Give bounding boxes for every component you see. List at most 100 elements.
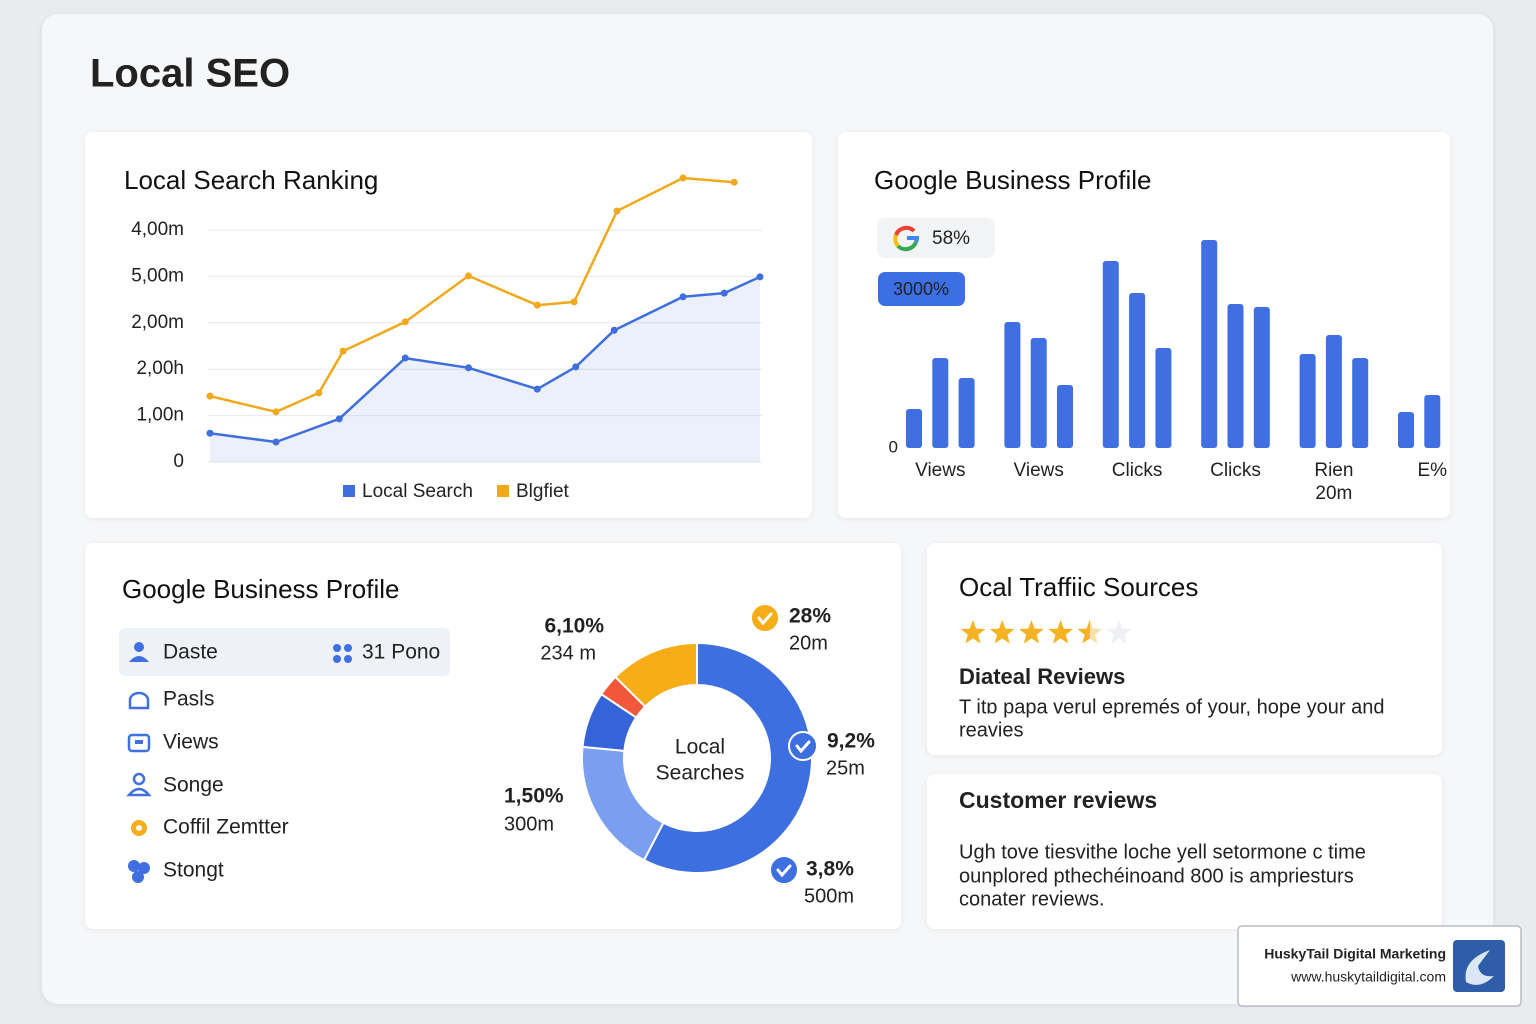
brand-url: www.huskytaildigital.com (1290, 969, 1446, 985)
check-mark (776, 864, 792, 878)
center-label: Searches (656, 762, 745, 785)
list-item: Views (163, 731, 219, 754)
list-item: Coffil Zemtter (163, 816, 289, 839)
selected-row (119, 628, 450, 676)
paragraph-line: Ugh tove tiesvithe loche yell setormone … (959, 841, 1366, 863)
rating-star (1019, 620, 1044, 644)
list-item: Stongt (163, 859, 224, 882)
bar (1057, 385, 1073, 448)
rating-star (960, 620, 986, 644)
check-mark (795, 740, 811, 754)
point (465, 272, 472, 280)
check-mark (757, 612, 773, 626)
panel-title: Ocal Traffiic Sources (959, 572, 1198, 602)
y-tick-label: 4,00m (131, 219, 184, 240)
list-item: Daste (163, 641, 218, 664)
chart-title: Google Business Profile (874, 165, 1151, 195)
list-icons (126, 642, 352, 883)
reviews-card (927, 774, 1442, 929)
watermark-box (1237, 925, 1522, 1007)
paragraph-line: reavies (959, 719, 1023, 741)
bar (1201, 240, 1218, 448)
point (570, 298, 578, 306)
point (206, 392, 214, 400)
legend-swatch (497, 485, 509, 497)
y-tick-label: 0 (889, 437, 898, 456)
point (572, 363, 580, 371)
y-tick-label: 0 (173, 451, 184, 472)
point (315, 389, 323, 397)
paragraph-line: T itɒ papa verul epremés of your, hope y… (959, 696, 1384, 718)
point (756, 273, 764, 281)
legend-swatch (343, 485, 355, 497)
y-tick-label: 2,00m (131, 312, 184, 333)
rating-star (989, 620, 1015, 644)
list-item: Songe (163, 774, 224, 797)
y-tick-label: 1,00n (136, 405, 184, 426)
traffic-card (927, 543, 1442, 755)
y-tick-label: 2,00h (136, 358, 184, 379)
area-fill (210, 276, 760, 462)
x-tick-label: Views (1014, 460, 1064, 481)
point (720, 289, 728, 297)
point (335, 415, 343, 423)
bar (1299, 354, 1316, 448)
point (730, 178, 738, 186)
point (272, 408, 280, 416)
point (465, 364, 472, 372)
list-item: Pasls (163, 688, 214, 711)
point (533, 385, 541, 393)
panel-title: Customer reviews (959, 787, 1157, 813)
slice-sublabel: 234 m (540, 642, 596, 664)
bar (1155, 348, 1172, 448)
point (679, 293, 687, 301)
slice-label: 1,50% (504, 785, 564, 808)
point (401, 354, 409, 362)
x-tick-label: Rien (1314, 460, 1353, 481)
point (401, 318, 409, 326)
list-item-extra: 31 Pono (362, 641, 440, 664)
bar (1102, 261, 1119, 448)
point (533, 301, 541, 309)
rating-star (1106, 620, 1132, 644)
brand-name: HuskyTail Digital Marketing (1264, 946, 1446, 962)
legend-label: Local Search (362, 481, 473, 502)
page-title: Local SEO (90, 52, 290, 96)
bar (1227, 304, 1244, 448)
point (206, 429, 214, 437)
check-icon (750, 603, 780, 633)
x-tick-sublabel: 20m (1315, 483, 1352, 504)
point (272, 438, 280, 446)
slice-sublabel: 300m (504, 813, 554, 835)
subtitle: Diateal Reviews (959, 664, 1125, 689)
slice-sublabel: 500m (804, 885, 854, 907)
slice-label: 3,8% (806, 858, 854, 881)
point (679, 174, 687, 182)
google-logo (893, 225, 920, 252)
paragraph-line: conater reviews. (959, 888, 1105, 910)
donut-slice (642, 641, 813, 874)
point (339, 347, 347, 355)
x-tick-label: E% (1418, 460, 1448, 481)
bar (932, 358, 949, 448)
slice-label: 28% (789, 605, 831, 628)
panel-title: Google Business Profile (122, 574, 399, 604)
bar (1398, 412, 1414, 448)
bar (1325, 335, 1342, 448)
slice-sublabel: 20m (789, 632, 828, 654)
ranking-card (85, 132, 812, 518)
legend-label: Blgfiet (516, 481, 570, 502)
point (610, 326, 618, 334)
badge-label: 3000% (893, 279, 949, 299)
rating-star (1048, 620, 1073, 644)
bar (1352, 358, 1369, 448)
bar (958, 378, 975, 448)
bar (1253, 307, 1270, 448)
point (613, 207, 621, 215)
x-tick-label: Clicks (1210, 460, 1261, 481)
x-tick-label: Clicks (1112, 460, 1163, 481)
badge (878, 272, 965, 306)
slice-label: 6,10% (544, 615, 604, 638)
slice-label: 9,2% (827, 730, 875, 753)
